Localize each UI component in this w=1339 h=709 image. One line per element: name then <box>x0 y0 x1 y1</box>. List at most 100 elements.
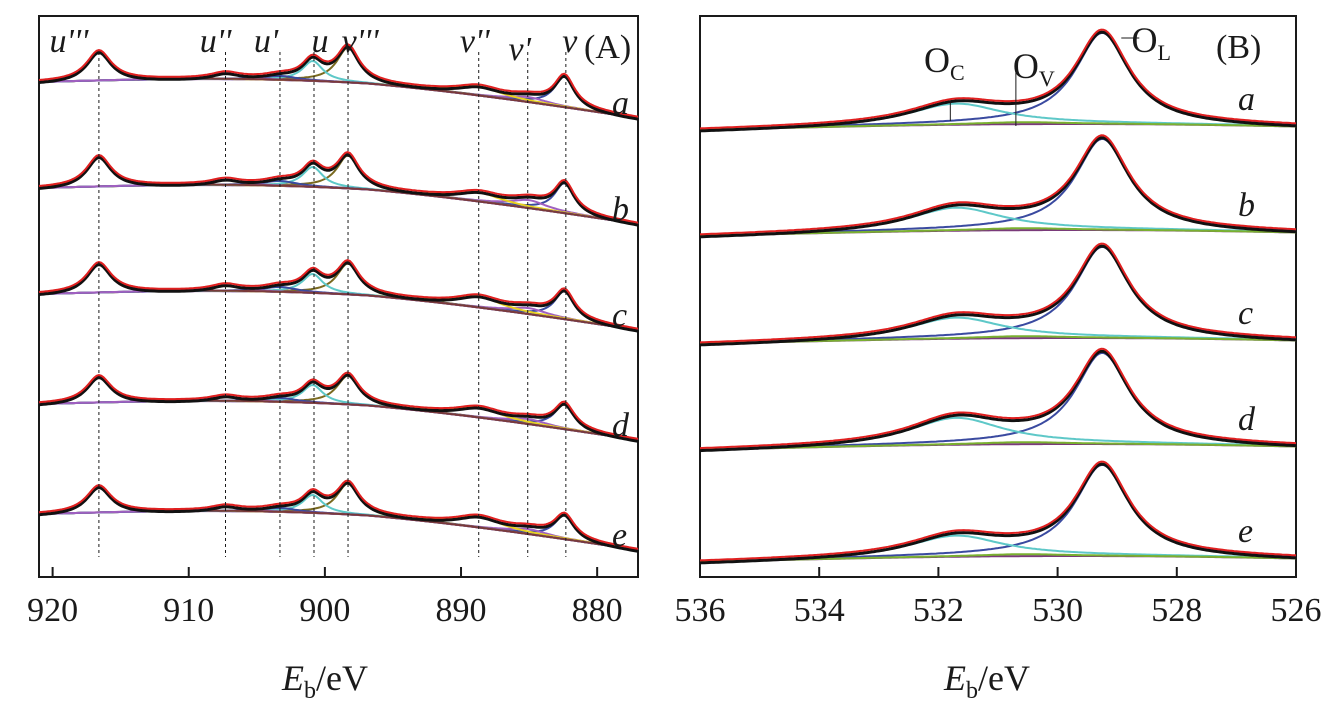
panel-a-plot: a b c d e u''' u'' u' u v''' v'' v' v <box>38 23 639 557</box>
raw-data-curve <box>699 244 1297 347</box>
o-label-main: O <box>924 40 950 80</box>
panel-a-x-axis-unit: /eV <box>316 658 368 698</box>
envelope-curve <box>699 242 1297 344</box>
envelope-curve <box>38 371 639 440</box>
peak-label-uppp: u''' <box>49 23 89 60</box>
panel-a-ticks: 920 910 900 890 880 <box>27 567 623 629</box>
background-line <box>38 510 639 552</box>
panel-a-x-axis-sub: b <box>304 678 316 704</box>
component-v'''-curve <box>39 154 639 225</box>
component-v'-curve <box>38 184 639 225</box>
x-tick-label: 536 <box>675 592 726 629</box>
panel-b-label: (B) <box>1216 29 1261 66</box>
background-line <box>38 184 639 226</box>
sample-d-spectrum <box>699 347 1297 453</box>
envelope-curve <box>699 460 1297 562</box>
component-v''-curve <box>38 400 639 441</box>
envelope-curve <box>699 28 1297 130</box>
component-u'''-curve <box>38 49 639 120</box>
envelope-curve <box>38 259 639 330</box>
x-tick-label: 880 <box>572 592 623 629</box>
sample-label-e: e <box>1238 513 1253 550</box>
sample-a-spectrum <box>699 28 1297 133</box>
sample-b-spectrum <box>699 134 1297 239</box>
component-v-curve <box>38 510 639 551</box>
peak-label-vpp: v'' <box>460 23 490 60</box>
raw-data-curve <box>38 373 639 443</box>
raw-data-curve <box>699 462 1297 565</box>
sample-d-spectrum <box>38 371 639 443</box>
sample-e-spectrum <box>699 460 1297 565</box>
envelope-curve <box>699 347 1297 450</box>
sample-c-spectrum <box>699 242 1297 347</box>
panel-b-x-axis-main: E <box>943 658 966 698</box>
component-u'''-curve <box>38 484 639 552</box>
panel-b-ticks: 536 534 532 530 528 526 <box>675 567 1322 629</box>
sample-c-spectrum <box>38 259 639 333</box>
o-label-V: OV <box>1013 46 1055 91</box>
panel-a-x-axis-title: Eb/eV <box>281 658 368 704</box>
component-v'-curve <box>38 290 639 331</box>
sample-label-c: c <box>1238 295 1253 332</box>
raw-data-curve <box>699 136 1297 239</box>
component-v'''-curve <box>39 374 639 441</box>
panel-a-frame <box>38 15 639 578</box>
raw-data-curve <box>38 45 639 121</box>
component-v''-curve <box>38 184 639 225</box>
component-u''-curve <box>39 72 639 120</box>
component-v'-curve <box>38 400 639 441</box>
sample-b-spectrum <box>38 151 639 227</box>
x-tick-label: 900 <box>299 592 350 629</box>
o-label-sub: L <box>1158 40 1171 65</box>
sample-label-d: d <box>612 407 630 444</box>
raw-data-curve <box>38 481 639 553</box>
o-label-sub: C <box>950 60 965 85</box>
peak-label-upp: u'' <box>200 23 232 60</box>
sample-label-d: d <box>1238 401 1256 438</box>
panel-a-x-axis-main: E <box>281 658 304 698</box>
component-v'-curve <box>38 510 639 551</box>
panel-b-x-axis-sub: b <box>966 678 978 704</box>
component-v''-curve <box>38 289 639 331</box>
raw-data-curve <box>699 349 1297 453</box>
x-tick-label: 526 <box>1271 592 1322 629</box>
peak-label-u: u <box>311 23 328 60</box>
component-v'-curve <box>38 78 639 119</box>
component-v''-curve <box>38 78 639 119</box>
x-tick-label: 890 <box>436 592 487 629</box>
o-label-L: OL <box>1132 20 1171 65</box>
x-tick-label: 920 <box>27 592 78 629</box>
x-tick-label: 532 <box>913 592 964 629</box>
panel-b-x-axis-title: Eb/eV <box>943 658 1030 704</box>
peak-label-vppp: v''' <box>342 23 380 60</box>
component-v-curve <box>38 400 639 441</box>
o-label-sub: V <box>1039 66 1055 91</box>
panel-a: a b c d e u''' u'' u' u v''' v'' v' v 920 910 900 890 88… <box>27 15 639 704</box>
background-line <box>38 290 639 332</box>
o-label-main: O <box>1132 20 1158 60</box>
component-v-curve <box>38 290 639 331</box>
envelope-curve <box>38 151 639 224</box>
peak-label-vp: v' <box>509 31 532 68</box>
envelope-curve <box>699 134 1297 236</box>
background-line <box>38 78 639 120</box>
envelope-curve <box>38 479 639 550</box>
sample-label-c: c <box>612 297 627 334</box>
panel-b-frame <box>699 15 1297 578</box>
sample-a-spectrum <box>38 43 639 121</box>
sample-label-e: e <box>612 517 627 554</box>
component-v'''-curve <box>39 262 639 331</box>
x-tick-label: 530 <box>1032 592 1083 629</box>
x-tick-label: 910 <box>163 592 214 629</box>
raw-data-curve <box>699 30 1297 133</box>
background-line <box>38 400 639 442</box>
sample-label-a: a <box>612 85 629 122</box>
component-v'''-curve <box>39 482 639 551</box>
sample-label-b: b <box>1238 187 1255 224</box>
peak-label-v: v <box>562 23 578 60</box>
raw-data-curve <box>38 153 639 227</box>
envelope-curve <box>38 43 639 118</box>
sample-label-a: a <box>1238 81 1255 118</box>
